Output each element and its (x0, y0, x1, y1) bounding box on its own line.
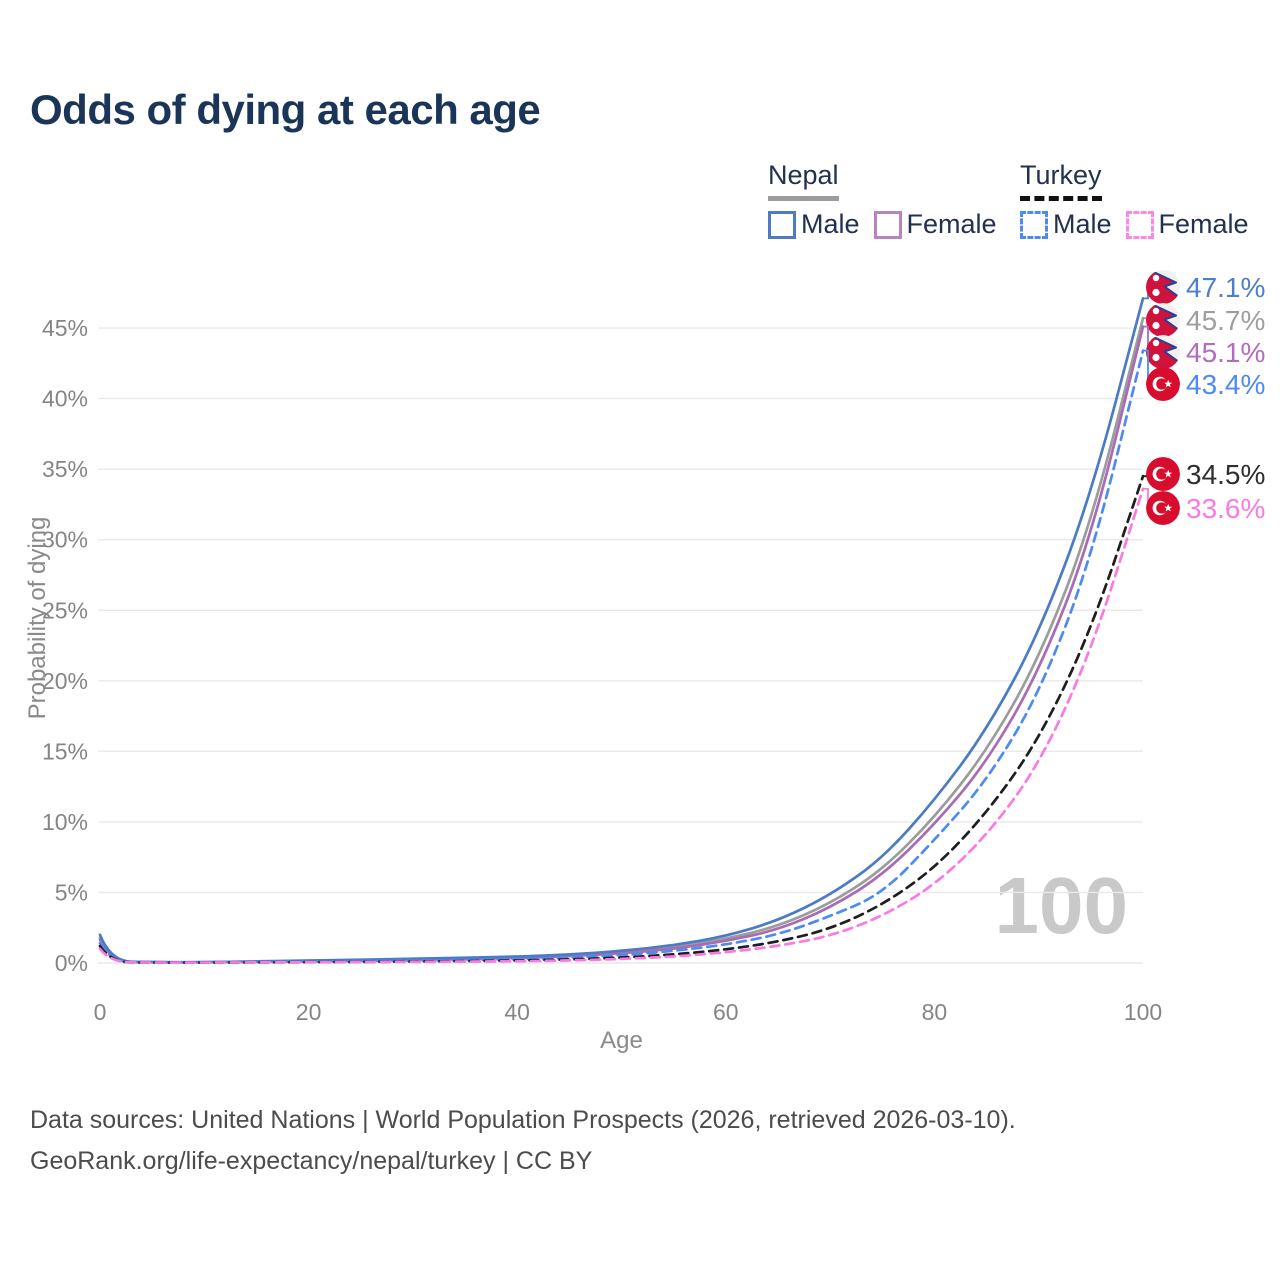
legend-group-turkey: Turkey Male Female (1020, 160, 1249, 240)
legend-label-turkey-male: Male (1053, 209, 1112, 239)
y-tick-label: 0% (55, 950, 88, 976)
y-tick-label: 5% (55, 879, 88, 905)
end-label-turkey-both-sexes: 34.5% (1186, 459, 1265, 490)
footer: Data sources: United Nations | World Pop… (30, 1100, 1016, 1182)
end-label-nepal-both-sexes: 45.7% (1186, 305, 1265, 336)
footer-data-sources: Data sources: United Nations | World Pop… (30, 1106, 1016, 1134)
series-line-turkey-both-sexes[interactable] (98, 474, 1145, 964)
end-label-nepal-female: 45.1% (1186, 337, 1265, 368)
nepal-flag-icon (1146, 270, 1180, 304)
x-tick-label: 20 (296, 999, 322, 1025)
legend-country-nepal[interactable]: Nepal (768, 160, 839, 201)
legend-label-nepal-female: Female (906, 209, 997, 239)
series-line-turkey-female[interactable] (98, 487, 1145, 964)
legend-label-turkey-female: Female (1158, 209, 1249, 239)
y-tick-label: 40% (42, 386, 88, 412)
series-line-nepal-female[interactable] (98, 325, 1145, 964)
turkey-female-swatch-icon (1125, 210, 1154, 239)
legend-item-turkey-female[interactable]: Female (1125, 209, 1249, 240)
nepal-male-swatch-icon (768, 210, 796, 239)
turkey-flag-icon (1146, 491, 1180, 525)
x-tick-label: 100 (1124, 999, 1162, 1025)
end-label-turkey-female: 33.6% (1186, 493, 1265, 524)
legend-label-nepal-male: Male (801, 209, 860, 239)
legend-group-nepal: Nepal Male Female (768, 160, 997, 240)
series-line-turkey-male[interactable] (98, 349, 1145, 964)
x-tick-label: 40 (504, 999, 530, 1025)
legend-item-nepal-male[interactable]: Male (768, 209, 860, 240)
y-tick-label: 10% (42, 809, 88, 835)
legend-item-nepal-female[interactable]: Female (873, 209, 997, 240)
y-tick-label: 30% (42, 527, 88, 553)
y-tick-label: 25% (42, 597, 88, 623)
turkey-flag-icon (1146, 367, 1180, 401)
y-axis-title: Probability of dying (24, 517, 51, 720)
legend-item-turkey-male[interactable]: Male (1020, 209, 1112, 240)
turkey-male-swatch-icon (1020, 210, 1048, 239)
x-tick-label: 80 (922, 999, 948, 1025)
age-watermark: 100 (994, 861, 1128, 950)
y-tick-label: 45% (42, 315, 88, 341)
y-tick-label: 35% (42, 456, 88, 482)
y-tick-label: 15% (42, 738, 88, 764)
legend-country-turkey[interactable]: Turkey (1020, 160, 1102, 201)
page-title: Odds of dying at each age (30, 86, 541, 133)
x-tick-label: 0 (94, 999, 107, 1025)
x-axis-title: Age (600, 1027, 643, 1054)
legend: Nepal Male Female Turkey Male Female (0, 160, 1280, 240)
nepal-female-swatch-icon (873, 210, 902, 239)
footer-attribution: GeoRank.org/life-expectancy/nepal/turkey… (30, 1147, 593, 1175)
series-line-nepal-both-sexes[interactable] (98, 316, 1145, 964)
nepal-flag-icon (1146, 303, 1180, 337)
y-tick-label: 20% (42, 668, 88, 694)
end-label-nepal-male: 47.1% (1186, 272, 1265, 303)
end-label-turkey-male: 43.4% (1186, 369, 1265, 400)
turkey-flag-icon (1146, 457, 1180, 491)
x-tick-label: 60 (713, 999, 739, 1025)
